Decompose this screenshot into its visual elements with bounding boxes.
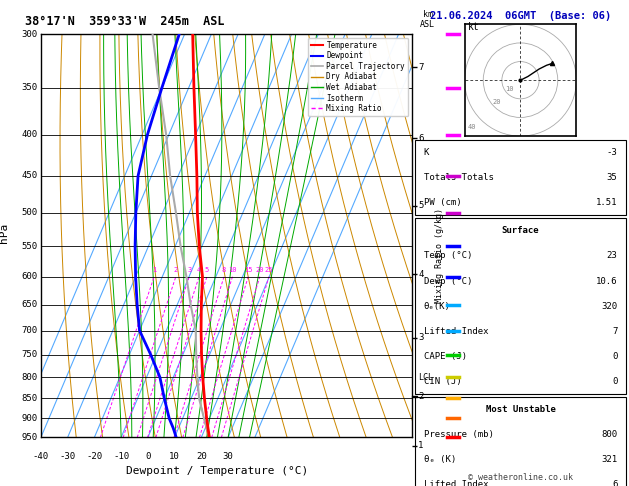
Text: 25: 25 [265,266,273,273]
Legend: Temperature, Dewpoint, Parcel Trajectory, Dry Adiabat, Wet Adiabat, Isotherm, Mi: Temperature, Dewpoint, Parcel Trajectory… [308,38,408,116]
Text: 40: 40 [468,123,476,130]
Text: Dewpoint / Temperature (°C): Dewpoint / Temperature (°C) [126,466,308,476]
Text: 10.6: 10.6 [596,277,618,286]
Bar [415,218,626,394]
Text: 1: 1 [418,441,424,450]
Text: 0: 0 [612,352,618,361]
Text: 850: 850 [21,394,38,403]
Text: 35: 35 [607,173,618,182]
Text: θₑ (K): θₑ (K) [423,455,456,464]
Text: 21.06.2024  06GMT  (Base: 06): 21.06.2024 06GMT (Base: 06) [430,11,611,20]
Text: -20: -20 [86,452,103,461]
Text: 321: 321 [601,455,618,464]
Text: 10: 10 [505,87,513,92]
Text: 300: 300 [21,30,38,38]
Text: 750: 750 [21,350,38,359]
Text: Totals Totals: Totals Totals [423,173,493,182]
Text: 5: 5 [418,201,424,210]
Text: 10: 10 [169,452,180,461]
Text: © weatheronline.co.uk: © weatheronline.co.uk [468,473,573,482]
Text: 500: 500 [21,208,38,217]
Text: 7: 7 [418,63,424,72]
Text: 10: 10 [228,266,237,273]
Text: 800: 800 [601,430,618,439]
Text: Lifted Index: Lifted Index [423,480,488,486]
Text: 6: 6 [612,480,618,486]
Text: LCL: LCL [418,373,433,382]
Text: 15: 15 [244,266,252,273]
Text: 0: 0 [145,452,150,461]
Text: Pressure (mb): Pressure (mb) [423,430,493,439]
Text: 550: 550 [21,242,38,251]
Text: K: K [423,148,429,157]
Text: 3: 3 [418,333,424,343]
Text: θₑ(K): θₑ(K) [423,302,450,311]
Text: Surface: Surface [502,226,539,235]
Text: CAPE (J): CAPE (J) [423,352,467,361]
Text: 2: 2 [418,392,424,401]
Text: 950: 950 [21,433,38,442]
Text: kt: kt [469,22,480,32]
Text: 23: 23 [607,251,618,260]
Text: Lifted Index: Lifted Index [423,327,488,336]
Text: 6: 6 [418,134,424,143]
Text: 20: 20 [255,266,264,273]
Text: Dewp (°C): Dewp (°C) [423,277,472,286]
Text: 3: 3 [187,266,191,273]
Text: 600: 600 [21,272,38,281]
Text: -10: -10 [113,452,129,461]
Text: 20: 20 [492,100,501,105]
Text: 320: 320 [601,302,618,311]
Text: 450: 450 [21,172,38,180]
Text: 2: 2 [174,266,178,273]
Text: -40: -40 [33,452,49,461]
Text: Most Unstable: Most Unstable [486,405,555,414]
Text: 700: 700 [21,326,38,335]
Text: PW (cm): PW (cm) [423,198,461,207]
Text: 350: 350 [21,84,38,92]
Text: hPa: hPa [0,223,9,243]
Text: Temp (°C): Temp (°C) [423,251,472,260]
Text: 900: 900 [21,414,38,423]
Text: 4: 4 [197,266,201,273]
Text: 0: 0 [612,377,618,386]
Text: 8: 8 [222,266,226,273]
Text: 1.51: 1.51 [596,198,618,207]
Text: 7: 7 [612,327,618,336]
Text: -3: -3 [607,148,618,157]
Text: km
ASL: km ASL [420,10,435,29]
Text: 650: 650 [21,300,38,309]
Text: 4: 4 [418,270,424,279]
Text: -30: -30 [60,452,75,461]
Text: 1: 1 [152,266,157,273]
Text: CIN (J): CIN (J) [423,377,461,386]
Text: Mixing Ratio (g/kg): Mixing Ratio (g/kg) [435,208,443,303]
Text: 800: 800 [21,373,38,382]
Text: 30: 30 [223,452,233,461]
Bar [415,397,626,486]
Text: 20: 20 [196,452,207,461]
Text: 38°17'N  359°33'W  245m  ASL: 38°17'N 359°33'W 245m ASL [25,16,225,28]
Text: 5: 5 [205,266,209,273]
Bar [415,140,626,215]
Text: 400: 400 [21,130,38,139]
